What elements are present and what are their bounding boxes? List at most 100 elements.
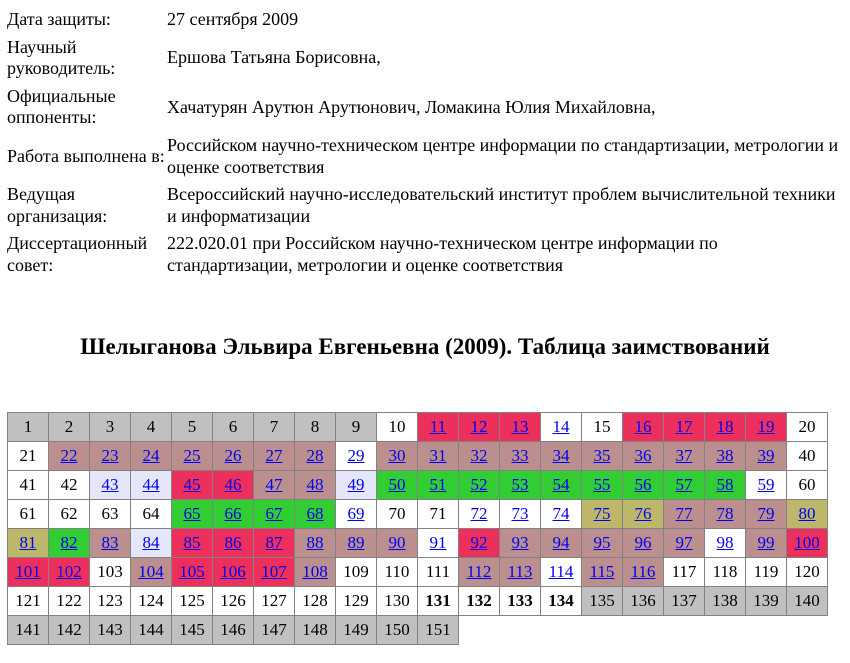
page-link[interactable]: 83	[101, 532, 119, 552]
page-link[interactable]: 99	[757, 532, 775, 552]
page-link[interactable]: 90	[388, 532, 406, 552]
page-link[interactable]: 115	[589, 561, 615, 581]
page-link[interactable]: 18	[716, 416, 734, 436]
page-link[interactable]: 84	[142, 532, 160, 552]
page-link[interactable]: 69	[347, 503, 365, 523]
page-link[interactable]: 92	[470, 532, 488, 552]
page-link[interactable]: 114	[548, 561, 574, 581]
page-link[interactable]: 75	[593, 503, 611, 523]
page-link[interactable]: 65	[183, 503, 201, 523]
page-link[interactable]: 46	[224, 474, 242, 494]
page-cell: 139	[745, 585, 787, 616]
page-link[interactable]: 51	[429, 474, 447, 494]
page-link[interactable]: 72	[470, 503, 488, 523]
page-link[interactable]: 116	[630, 561, 656, 581]
page-link[interactable]: 95	[593, 532, 611, 552]
page-link[interactable]: 49	[347, 474, 365, 494]
page-cell: 138	[704, 585, 746, 616]
page-link[interactable]: 66	[224, 503, 242, 523]
page-link[interactable]: 85	[183, 532, 201, 552]
page-link[interactable]: 100	[794, 532, 820, 552]
page-link[interactable]: 14	[552, 416, 570, 436]
page-link[interactable]: 26	[224, 445, 242, 465]
page-link[interactable]: 36	[634, 445, 652, 465]
page-cell: 142	[48, 614, 90, 645]
page-link[interactable]: 19	[757, 416, 775, 436]
page-link[interactable]: 35	[593, 445, 611, 465]
page-link[interactable]: 43	[101, 474, 119, 494]
page-link[interactable]: 52	[470, 474, 488, 494]
page-link[interactable]: 58	[716, 474, 734, 494]
page-cell: 55	[581, 469, 623, 500]
page-link[interactable]: 47	[265, 474, 283, 494]
page-link[interactable]: 50	[388, 474, 406, 494]
page-link[interactable]: 34	[552, 445, 570, 465]
page-link[interactable]: 17	[675, 416, 693, 436]
page-link[interactable]: 89	[347, 532, 365, 552]
page-link[interactable]: 55	[593, 474, 611, 494]
page-link[interactable]: 38	[716, 445, 734, 465]
page-link[interactable]: 67	[265, 503, 283, 523]
page-link[interactable]: 53	[511, 474, 529, 494]
page-link[interactable]: 87	[265, 532, 283, 552]
page-link[interactable]: 96	[634, 532, 652, 552]
page-cell: 117	[663, 556, 705, 587]
page-link[interactable]: 108	[302, 561, 328, 581]
page-link[interactable]: 37	[675, 445, 693, 465]
page-link[interactable]: 12	[470, 416, 488, 436]
page-link[interactable]: 76	[634, 503, 652, 523]
page-cell: 44	[130, 469, 172, 500]
page-link[interactable]: 91	[429, 532, 447, 552]
page-cell: 113	[499, 556, 541, 587]
page-link[interactable]: 16	[634, 416, 652, 436]
page-link[interactable]: 77	[675, 503, 693, 523]
page-link[interactable]: 97	[675, 532, 693, 552]
page-link[interactable]: 27	[265, 445, 283, 465]
page-link[interactable]: 104	[138, 561, 164, 581]
page-link[interactable]: 102	[56, 561, 82, 581]
page-link[interactable]: 22	[60, 445, 78, 465]
page-link[interactable]: 45	[183, 474, 201, 494]
page-link[interactable]: 39	[757, 445, 775, 465]
page-link[interactable]: 23	[101, 445, 119, 465]
page-cell: 108	[294, 556, 336, 587]
page-link[interactable]: 107	[261, 561, 287, 581]
page-link[interactable]: 54	[552, 474, 570, 494]
page-link[interactable]: 56	[634, 474, 652, 494]
page-link[interactable]: 29	[347, 445, 365, 465]
page-link[interactable]: 44	[142, 474, 160, 494]
page-link[interactable]: 106	[220, 561, 246, 581]
page-link[interactable]: 78	[716, 503, 734, 523]
page-link[interactable]: 13	[511, 416, 529, 436]
page-link[interactable]: 28	[306, 445, 324, 465]
page-link[interactable]: 30	[388, 445, 406, 465]
page-link[interactable]: 11	[429, 416, 447, 436]
page-link[interactable]: 94	[552, 532, 570, 552]
page-link[interactable]: 79	[757, 503, 775, 523]
page-link[interactable]: 73	[511, 503, 529, 523]
page-link[interactable]: 112	[466, 561, 492, 581]
page-cell: 95	[581, 527, 623, 558]
page-link[interactable]: 80	[798, 503, 816, 523]
page-link[interactable]: 48	[306, 474, 324, 494]
page-link[interactable]: 24	[142, 445, 160, 465]
page-link[interactable]: 93	[511, 532, 529, 552]
page-link[interactable]: 113	[507, 561, 533, 581]
meta-row: Научный руководитель: Ершова Татьяна Бори…	[7, 34, 839, 83]
page-link[interactable]: 68	[306, 503, 324, 523]
page-link[interactable]: 31	[429, 445, 447, 465]
page-link[interactable]: 81	[19, 532, 37, 552]
page-link[interactable]: 33	[511, 445, 529, 465]
page-link[interactable]: 59	[757, 474, 775, 494]
page-cell: 36	[622, 440, 664, 471]
page-link[interactable]: 98	[716, 532, 734, 552]
page-link[interactable]: 88	[306, 532, 324, 552]
page-link[interactable]: 86	[224, 532, 242, 552]
page-link[interactable]: 32	[470, 445, 488, 465]
page-link[interactable]: 105	[179, 561, 205, 581]
page-link[interactable]: 25	[183, 445, 201, 465]
page-link[interactable]: 101	[15, 561, 41, 581]
page-link[interactable]: 74	[552, 503, 570, 523]
page-link[interactable]: 82	[60, 532, 78, 552]
page-link[interactable]: 57	[675, 474, 693, 494]
